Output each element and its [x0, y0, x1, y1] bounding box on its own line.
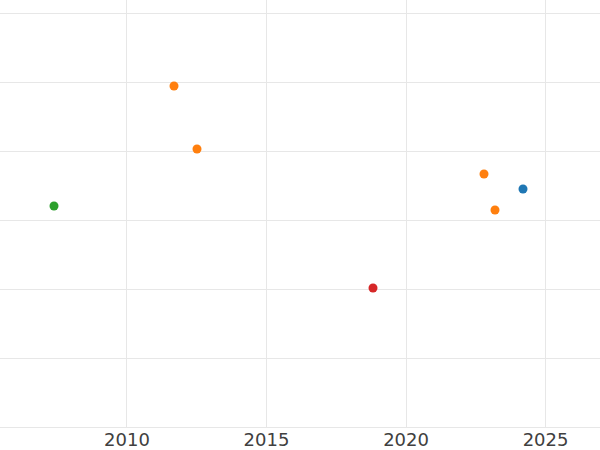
horizontal-gridline — [0, 82, 600, 83]
scatter-point-blue — [519, 184, 528, 193]
vertical-gridline — [545, 0, 546, 427]
x-tick-label: 2020 — [383, 429, 429, 450]
vertical-gridline — [126, 0, 127, 427]
vertical-gridline — [406, 0, 407, 427]
vertical-gridline — [266, 0, 267, 427]
horizontal-gridline — [0, 289, 600, 290]
scatter-point-orange — [170, 82, 179, 91]
scatter-point-green — [50, 202, 59, 211]
horizontal-gridline — [0, 151, 600, 152]
x-tick-label: 2025 — [523, 429, 569, 450]
horizontal-gridline — [0, 220, 600, 221]
scatter-point-orange — [491, 206, 500, 215]
scatter-point-orange — [480, 169, 489, 178]
horizontal-gridline — [0, 358, 600, 359]
x-tick-label: 2010 — [104, 429, 150, 450]
horizontal-gridline — [0, 427, 600, 428]
horizontal-gridline — [0, 13, 600, 14]
scatter-point-orange — [192, 144, 201, 153]
scatter-point-red — [368, 283, 377, 292]
x-tick-label: 2015 — [244, 429, 290, 450]
scatter-plot: 2010 2015 2020 2025 — [0, 0, 600, 450]
